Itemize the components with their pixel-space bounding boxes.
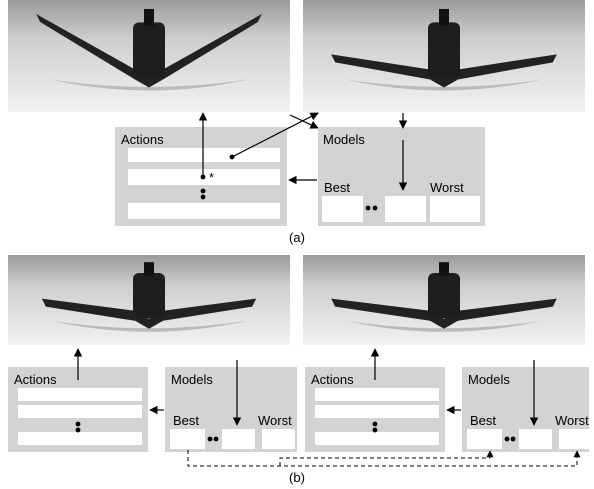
best-label: Best [470,413,496,428]
action-slot [315,432,439,445]
selected-marker: * [209,170,214,185]
robot-head [439,262,449,276]
models-title: Models [171,372,213,387]
arrow [280,451,490,466]
model-slot [322,196,363,222]
model-slot [519,429,552,449]
dot [373,422,378,427]
dot [76,428,81,433]
model-slot [222,429,255,449]
dot [511,437,516,442]
model-slot [385,196,426,222]
dot [373,206,378,211]
actions-title: Actions [311,372,354,387]
figure: Actions * Models Best Worst (a) Actions Models B… [0,0,594,489]
caption: (b) [289,470,305,485]
dot [505,437,510,442]
worst-label: Worst [430,180,464,195]
arrow [290,115,318,128]
robot-head [144,262,154,276]
robot-body [428,22,460,78]
best-label: Best [173,413,199,428]
robot-body [133,273,165,318]
dot [76,422,81,427]
actions-title: Actions [121,132,164,147]
dot [208,437,213,442]
action-slot [315,388,439,401]
actions-title: Actions [14,372,57,387]
best-label: Best [324,180,350,195]
models-title: Models [468,372,510,387]
dot [201,189,206,194]
arrow [188,450,577,466]
robot-body [428,273,460,318]
action-slot [18,388,142,401]
model-slot [262,429,295,449]
page: Actions * Models Best Worst (a) Actions Models B… [0,0,594,489]
models-title: Models [323,132,365,147]
robot-body [133,22,165,78]
caption: (a) [289,230,305,245]
dot [201,195,206,200]
robot-head [144,9,154,26]
action-slot [315,405,439,418]
dot [366,206,371,211]
action-slot [128,203,280,219]
dot [214,437,219,442]
dot [373,428,378,433]
model-slot [170,429,205,449]
action-slot [18,405,142,418]
robot-head [439,9,449,26]
action-slot [18,432,142,445]
model-slot [430,196,480,222]
worst-label: Worst [555,413,589,428]
model-slot [559,429,589,449]
model-slot [467,429,502,449]
action-slot [128,148,280,162]
worst-label: Worst [258,413,292,428]
